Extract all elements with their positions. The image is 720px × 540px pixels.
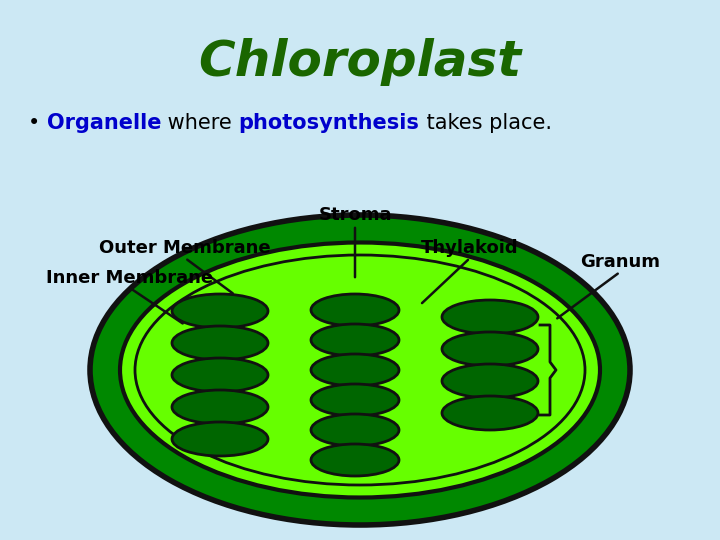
- Ellipse shape: [172, 326, 268, 360]
- Ellipse shape: [311, 354, 399, 386]
- Ellipse shape: [311, 294, 399, 326]
- Text: Stroma: Stroma: [318, 206, 392, 224]
- Text: Chloroplast: Chloroplast: [199, 38, 521, 86]
- Ellipse shape: [172, 358, 268, 392]
- Ellipse shape: [172, 294, 268, 328]
- Ellipse shape: [311, 384, 399, 416]
- Ellipse shape: [311, 324, 399, 356]
- Text: Thylakoid: Thylakoid: [421, 239, 519, 257]
- Text: takes place.: takes place.: [420, 113, 552, 133]
- Text: •: •: [28, 113, 47, 133]
- Ellipse shape: [172, 390, 268, 424]
- Ellipse shape: [442, 396, 538, 430]
- Text: Inner Membrane: Inner Membrane: [46, 269, 214, 287]
- Ellipse shape: [120, 242, 600, 497]
- Ellipse shape: [172, 422, 268, 456]
- Text: Organelle: Organelle: [47, 113, 161, 133]
- Ellipse shape: [90, 215, 630, 525]
- Text: photosynthesis: photosynthesis: [239, 113, 420, 133]
- Text: Outer Membrane: Outer Membrane: [99, 239, 271, 257]
- Ellipse shape: [442, 332, 538, 366]
- Ellipse shape: [311, 444, 399, 476]
- Text: where: where: [161, 113, 239, 133]
- Ellipse shape: [442, 364, 538, 398]
- Ellipse shape: [311, 414, 399, 446]
- Ellipse shape: [442, 300, 538, 334]
- Text: Granum: Granum: [580, 253, 660, 271]
